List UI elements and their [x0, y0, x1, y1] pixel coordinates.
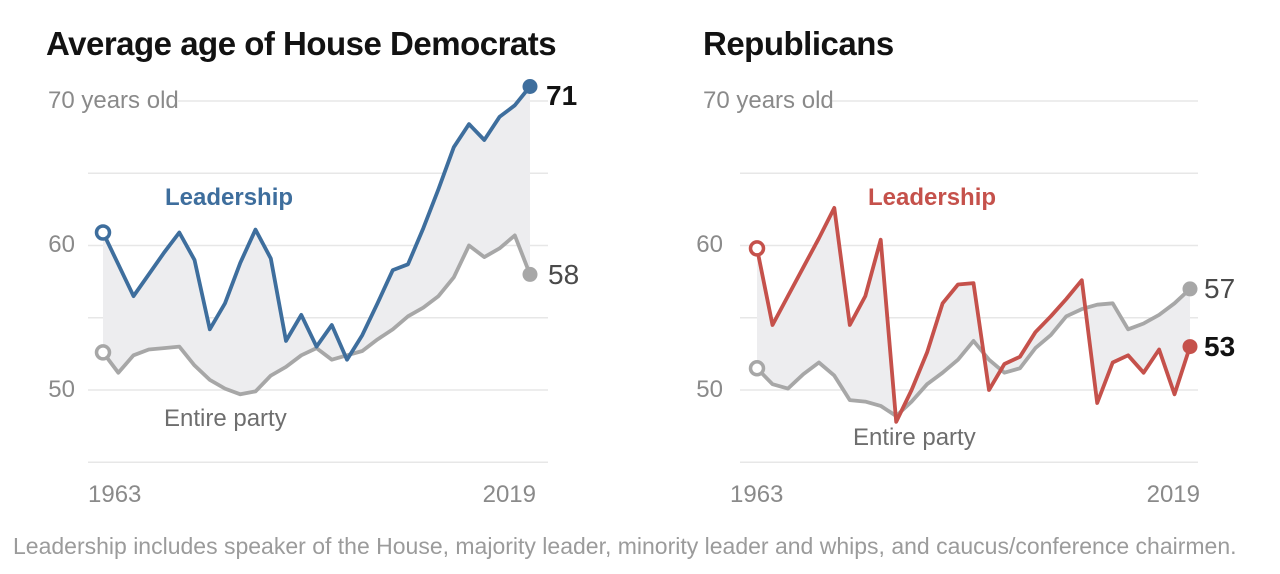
left-chart-title: Average age of House Democrats [46, 25, 557, 62]
left-leadership-end-value: 71 [546, 80, 578, 111]
right-y-tick-50: 50 [696, 376, 723, 403]
left-y-axis-top-label: 70 years old [48, 87, 179, 114]
right-y-tick-60: 60 [696, 231, 723, 258]
party-start-marker [94, 344, 112, 361]
leadership-end-marker [522, 79, 538, 94]
left-party-label: Entire party [164, 405, 287, 432]
leadership-start-marker [748, 240, 766, 257]
left-x-tick-end: 2019 [482, 481, 536, 508]
party-line [755, 286, 1192, 418]
right-x-tick-end: 2019 [1146, 481, 1200, 508]
party-end-marker [1182, 281, 1198, 297]
right-chart-title: Republicans [703, 25, 894, 62]
right-x-tick-start: 1963 [730, 481, 784, 508]
band-area [103, 86, 530, 395]
party-end-marker [522, 266, 538, 282]
right-party-end-value: 57 [1204, 273, 1236, 304]
left-x-tick-start: 1963 [88, 481, 142, 508]
left-y-tick-60: 60 [48, 231, 75, 258]
left-leadership-label: Leadership [165, 184, 294, 211]
right-leadership-label: Leadership [868, 184, 997, 211]
leadership-start-marker [94, 224, 112, 241]
left-y-tick-50: 50 [48, 376, 75, 403]
band-area [757, 207, 1190, 422]
leadership-line [101, 84, 532, 362]
footnote: Leadership includes speaker of the House… [13, 533, 1237, 559]
right-leadership-end-value: 53 [1204, 331, 1236, 362]
party-start-marker [748, 360, 766, 377]
right-y-axis-top-label: 70 years old [703, 87, 834, 114]
left-party-end-value: 58 [548, 259, 580, 290]
leadership-line [755, 205, 1192, 424]
right-party-label: Entire party [853, 424, 976, 451]
leadership-end-marker [1182, 339, 1198, 355]
